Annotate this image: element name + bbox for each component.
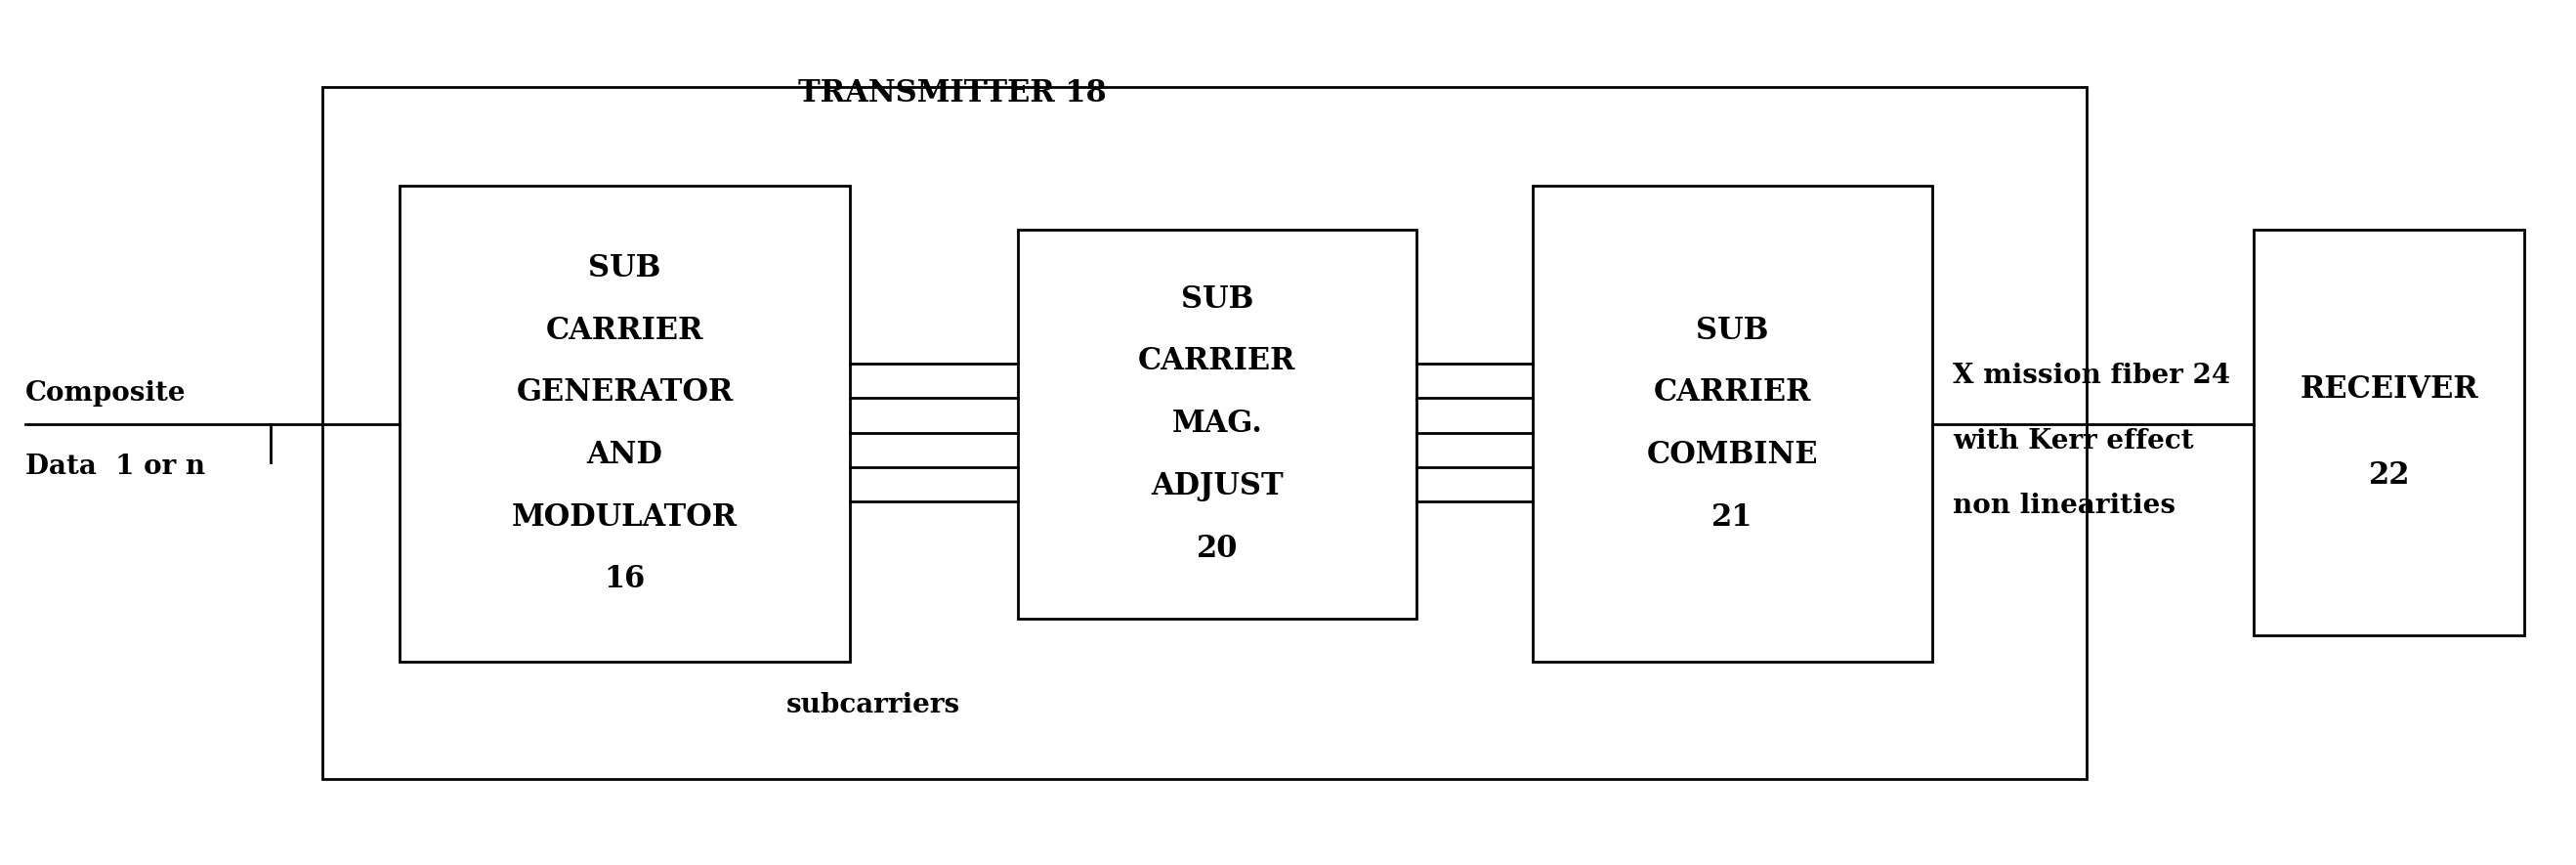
Text: CARRIER: CARRIER: [1654, 377, 1811, 408]
Text: SUB: SUB: [1695, 315, 1770, 346]
Text: X mission fiber 24: X mission fiber 24: [1953, 363, 2231, 389]
Text: MAG.: MAG.: [1172, 408, 1262, 439]
Text: CARRIER: CARRIER: [1139, 346, 1296, 377]
Text: Data  1 or n: Data 1 or n: [26, 454, 206, 480]
Text: RECEIVER: RECEIVER: [2300, 374, 2478, 405]
Text: 16: 16: [603, 564, 647, 595]
Text: MODULATOR: MODULATOR: [513, 502, 737, 533]
Text: CARRIER: CARRIER: [546, 315, 703, 346]
Text: TRANSMITTER 18: TRANSMITTER 18: [799, 78, 1108, 108]
Text: with Kerr effect: with Kerr effect: [1953, 428, 2195, 454]
Text: Composite: Composite: [26, 381, 185, 407]
Text: 21: 21: [1710, 502, 1754, 533]
Text: non linearities: non linearities: [1953, 493, 2174, 519]
Bar: [322, 86, 2087, 778]
Text: subcarriers: subcarriers: [786, 692, 961, 718]
Text: ADJUST: ADJUST: [1151, 471, 1283, 502]
Text: SUB: SUB: [1180, 284, 1255, 315]
Text: GENERATOR: GENERATOR: [515, 377, 734, 408]
Bar: [2254, 229, 2524, 636]
Text: 22: 22: [2367, 460, 2411, 491]
Text: SUB: SUB: [587, 253, 662, 284]
Bar: [399, 186, 850, 662]
Text: AND: AND: [587, 439, 662, 471]
Bar: [1018, 229, 1417, 618]
Bar: [1533, 186, 1932, 662]
Text: COMBINE: COMBINE: [1646, 439, 1819, 471]
Text: 20: 20: [1195, 533, 1239, 564]
